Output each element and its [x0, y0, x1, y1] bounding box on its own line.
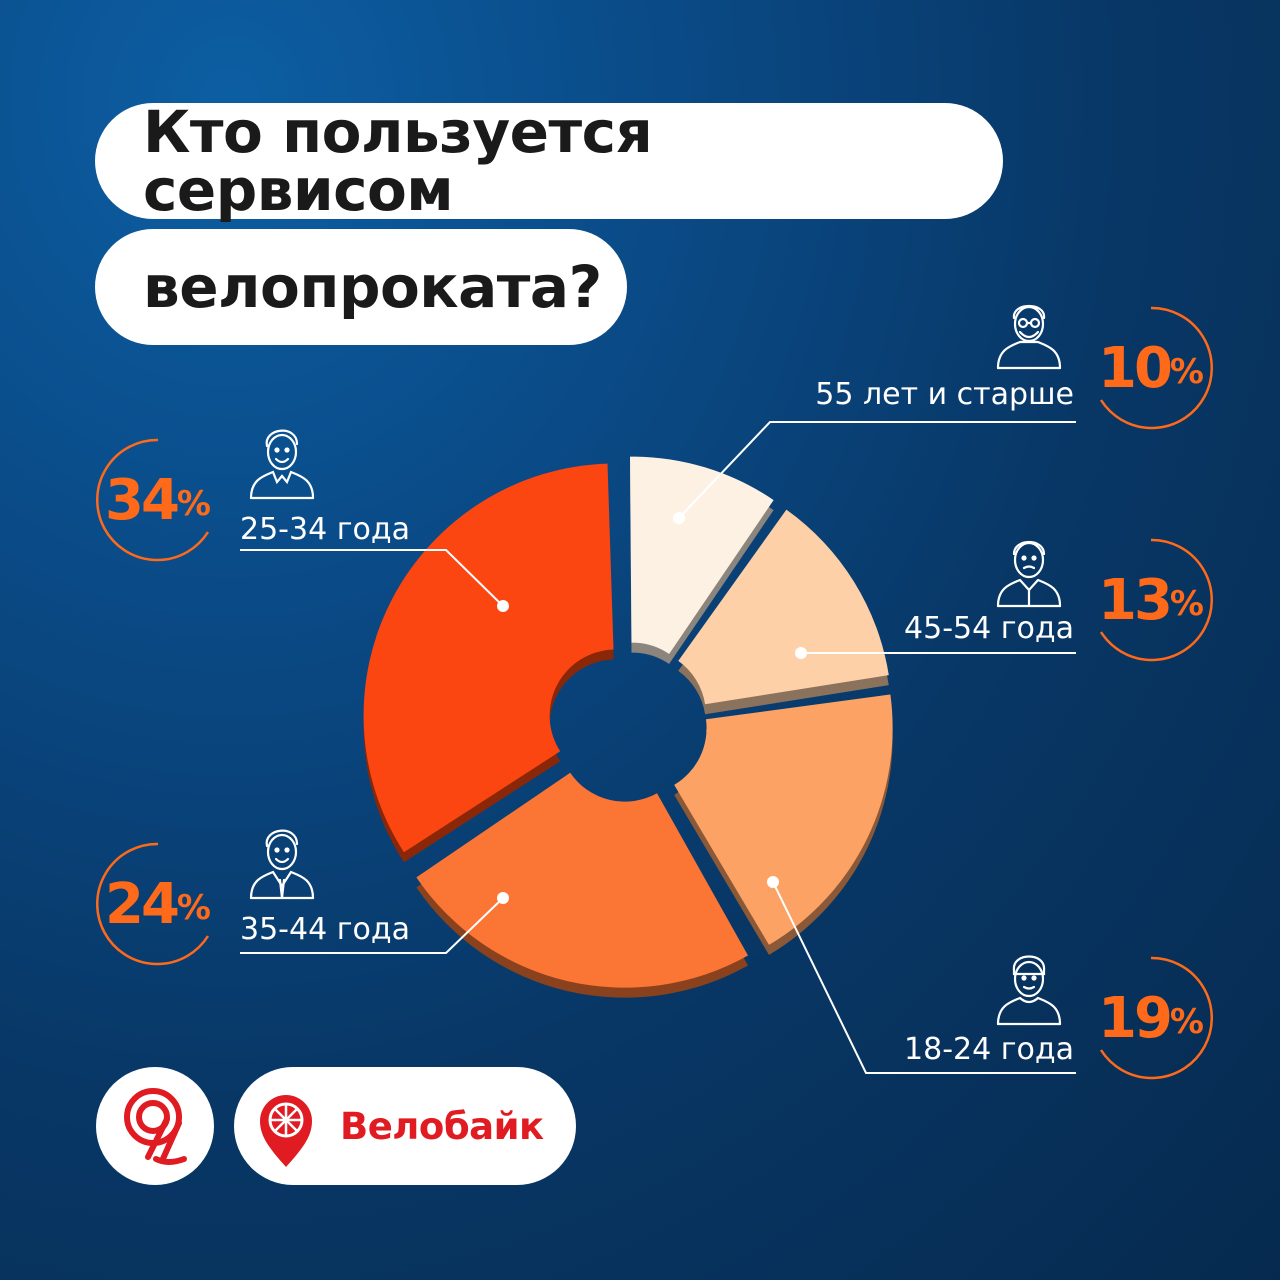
percent-value: 24 [104, 871, 180, 937]
slice-25-34 [363, 463, 614, 853]
percent-value: 19 [1097, 985, 1173, 1051]
middle-aged-man-icon [996, 540, 1062, 608]
dot-35 [497, 892, 509, 904]
label-35-44: 35-44 года [240, 912, 410, 947]
label-18-24: 18-24 года [904, 1032, 1074, 1067]
percent-badge-25: 34% [94, 436, 222, 564]
leader-line-35 [240, 897, 504, 954]
elderly-man-icon [996, 305, 1062, 370]
title-line-2: велопроката? [95, 229, 627, 345]
percent-badge-45: 13% [1087, 536, 1215, 664]
man-in-suit-icon [249, 829, 315, 900]
dot-55 [673, 512, 685, 524]
percent-value: 34 [104, 467, 180, 533]
title-line-1: Кто пользуется сервисом [95, 103, 1003, 219]
man-in-jacket-icon [249, 429, 315, 500]
percent-badge-35: 24% [94, 840, 222, 968]
label-25-34: 25-34 года [240, 512, 410, 547]
percent-badge-55: 10% [1087, 304, 1215, 432]
percent-sign: % [1169, 352, 1204, 392]
dot-25 [497, 600, 509, 612]
percent-value: 13 [1097, 567, 1173, 633]
slice-45-54 [678, 509, 889, 705]
slice-18-24 [674, 694, 893, 945]
young-man-icon [996, 955, 1062, 1026]
percent-value: 10 [1097, 335, 1173, 401]
percent-sign: % [176, 484, 211, 524]
leader-line-18 [772, 881, 1076, 1074]
velobike-brand-name: Велобайк [340, 1104, 544, 1148]
leader-line-55 [678, 421, 1076, 519]
dot-45 [795, 647, 807, 659]
percent-badge-18: 19% [1087, 954, 1215, 1082]
percent-sign: % [1169, 584, 1204, 624]
velobike-pin-icon [260, 1095, 312, 1167]
slice-35-44 [416, 772, 748, 988]
label-45-54: 45-54 года [904, 611, 1074, 646]
percent-sign: % [176, 888, 211, 928]
leader-line-25 [240, 549, 504, 607]
percent-sign: % [1169, 1002, 1204, 1042]
moscow-transport-logo [96, 1067, 214, 1185]
velobike-logo: Велобайк [234, 1067, 576, 1185]
slice-55-plus [630, 456, 774, 654]
dot-18 [767, 876, 779, 888]
label-55-plus: 55 лет и старше [815, 377, 1074, 412]
